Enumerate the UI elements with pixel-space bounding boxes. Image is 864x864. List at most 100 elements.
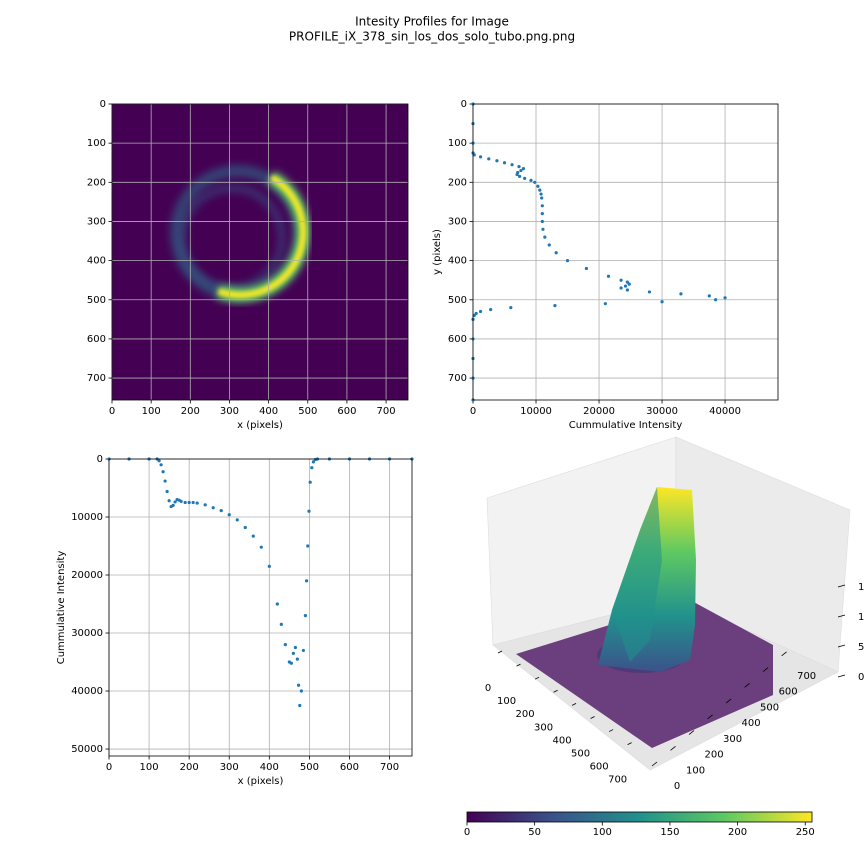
data-point bbox=[157, 459, 161, 463]
data-point bbox=[275, 602, 279, 606]
colorbar-tick-label: 250 bbox=[796, 827, 815, 838]
y-tick-label: 0 bbox=[674, 781, 680, 792]
data-point bbox=[539, 192, 543, 196]
data-point bbox=[235, 518, 239, 522]
data-point bbox=[647, 290, 652, 294]
x-tick-label: 0 bbox=[470, 406, 476, 417]
y-tick-label: 600 bbox=[448, 334, 467, 345]
colorbar-tick-label: 0 bbox=[464, 827, 470, 838]
y-tick bbox=[725, 698, 732, 704]
data-point bbox=[502, 161, 507, 165]
data-point bbox=[627, 282, 631, 286]
y-tick-label: 400 bbox=[87, 256, 106, 267]
y-axis-label: Cummulative Intensity bbox=[56, 551, 67, 665]
data-point bbox=[478, 155, 483, 159]
data-point bbox=[623, 284, 628, 288]
x-tick bbox=[553, 689, 558, 693]
x-tick-label: 600 bbox=[337, 406, 356, 417]
colorbar bbox=[466, 811, 813, 823]
y-tick bbox=[707, 714, 713, 720]
data-point bbox=[211, 506, 215, 510]
colorbar-tick-label: 50 bbox=[528, 827, 541, 838]
data-point bbox=[171, 503, 175, 508]
x-tick bbox=[534, 676, 540, 680]
data-point bbox=[303, 614, 307, 618]
data-point bbox=[227, 513, 231, 517]
z-tick-label: 0 bbox=[858, 672, 864, 683]
data-point bbox=[515, 172, 519, 177]
data-point bbox=[195, 501, 199, 505]
x-tick bbox=[608, 729, 614, 732]
data-point bbox=[293, 645, 297, 650]
axes-frame bbox=[108, 458, 413, 757]
data-point bbox=[298, 703, 302, 708]
x-tick-label: 400 bbox=[553, 735, 572, 746]
figure-title: Intesity Profiles for Image bbox=[355, 15, 509, 29]
y-tick-label: 0 bbox=[100, 99, 106, 110]
y-tick-label: 400 bbox=[448, 256, 467, 267]
x-tick-label: 400 bbox=[260, 762, 279, 773]
data-point bbox=[161, 470, 165, 474]
data-point bbox=[529, 178, 533, 182]
z-tick-label: 50 bbox=[858, 642, 864, 653]
data-point bbox=[679, 292, 683, 296]
data-point bbox=[540, 212, 544, 216]
y-axis-label: y (pixels) bbox=[432, 229, 443, 275]
y-tick-label: 700 bbox=[448, 373, 467, 384]
x-tick-label: 30000 bbox=[646, 406, 678, 417]
data-point bbox=[603, 302, 607, 306]
x-axis-label: Cummulative Intensity bbox=[569, 420, 683, 431]
x-tick-label: 20000 bbox=[583, 406, 615, 417]
y-tick-label: 10000 bbox=[71, 512, 103, 523]
y-tick-label: 200 bbox=[87, 177, 106, 188]
data-point bbox=[540, 204, 544, 208]
data-point bbox=[541, 227, 545, 231]
y-tick-label: 400 bbox=[742, 718, 761, 729]
y-tick-label: 600 bbox=[87, 334, 106, 345]
y-tick-label: 700 bbox=[797, 671, 816, 682]
data-point bbox=[487, 157, 491, 161]
y-tick bbox=[670, 745, 676, 751]
data-point bbox=[518, 174, 522, 179]
data-point bbox=[625, 288, 629, 292]
colorbar-tick-label: 150 bbox=[660, 827, 679, 838]
data-point bbox=[533, 180, 537, 184]
data-point bbox=[606, 274, 611, 278]
data-point bbox=[619, 278, 623, 282]
data-point bbox=[310, 466, 314, 470]
data-point bbox=[523, 176, 527, 180]
z-tick bbox=[837, 614, 846, 618]
y-tick-label: 100 bbox=[686, 765, 705, 776]
data-point bbox=[540, 219, 544, 224]
x-tick-label: 10000 bbox=[520, 406, 552, 417]
x-tick bbox=[571, 703, 577, 706]
data-point bbox=[296, 683, 301, 687]
data-point bbox=[565, 259, 570, 263]
data-point bbox=[306, 544, 310, 548]
y-tick bbox=[651, 761, 658, 767]
x-tick-label: 600 bbox=[340, 762, 359, 773]
data-point bbox=[295, 657, 299, 661]
data-point bbox=[521, 167, 526, 171]
x-tick-label: 500 bbox=[571, 748, 590, 759]
x-tick-label: 300 bbox=[220, 406, 239, 417]
heatmap bbox=[112, 104, 408, 400]
x-axis-label: x (pixels) bbox=[237, 420, 283, 431]
data-point bbox=[173, 500, 177, 504]
z-tick bbox=[837, 584, 846, 588]
data-point bbox=[517, 165, 521, 169]
data-point bbox=[536, 184, 540, 188]
y-tick-label: 500 bbox=[87, 295, 106, 306]
data-point bbox=[163, 479, 167, 483]
y-tick-label: 500 bbox=[448, 295, 467, 306]
data-point bbox=[259, 545, 263, 549]
data-point bbox=[723, 296, 727, 300]
data-point bbox=[179, 499, 183, 503]
x-axis-label: x (pixels) bbox=[238, 776, 284, 787]
data-point bbox=[299, 689, 303, 693]
y-tick-label: 100 bbox=[448, 138, 467, 149]
data-point bbox=[167, 499, 171, 503]
data-point bbox=[311, 460, 316, 464]
data-point bbox=[472, 313, 476, 318]
